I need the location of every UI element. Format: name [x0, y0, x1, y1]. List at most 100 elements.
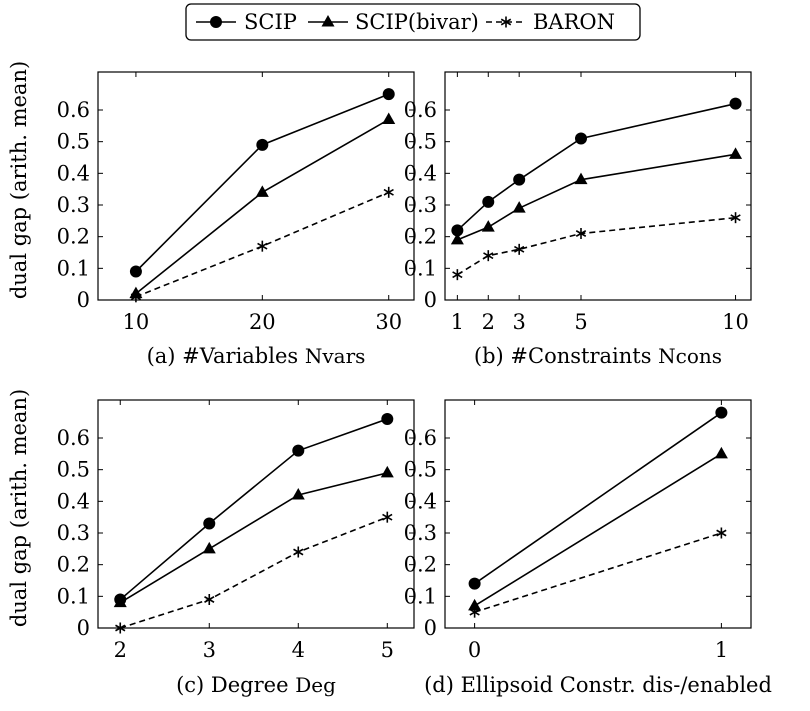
legend: SCIP SCIP(bivar) BARON	[185, 3, 641, 41]
data-point	[714, 446, 728, 459]
data-point	[383, 186, 394, 198]
data-point	[130, 291, 142, 303]
data-point	[715, 406, 728, 419]
legend-box	[185, 3, 641, 41]
series-line	[119, 472, 388, 604]
data-point	[450, 232, 464, 245]
x-tick-label: 0	[468, 638, 481, 662]
y-tick-label: 0.2	[404, 225, 437, 249]
data-point	[512, 201, 526, 213]
y-tick-label: 0.4	[57, 161, 90, 185]
data-point	[451, 224, 464, 237]
y-tick-label: 0.3	[404, 193, 437, 217]
y-tick-label: 0.5	[404, 458, 437, 482]
x-tick-label: 4	[292, 638, 305, 662]
data-point	[202, 541, 216, 554]
data-point	[291, 488, 305, 500]
y-tick-label: 0.6	[57, 426, 90, 450]
data-point	[483, 250, 494, 262]
data-point	[469, 606, 480, 618]
data-point	[729, 97, 742, 110]
chart-panel-1: 0 0.1 0.2 0.3 0.4 0.5 0.6 10 20 30 dual gap (arith…	[7, 61, 415, 368]
legend-marker-2	[500, 16, 512, 28]
series-line	[120, 516, 388, 629]
series-scip-bivar-	[450, 147, 743, 245]
series-line	[457, 153, 736, 241]
series-line	[474, 453, 722, 607]
y-tick-label: 0	[424, 288, 437, 312]
series-line	[456, 216, 736, 276]
x-tick-label: 10	[123, 310, 150, 334]
y-tick-label: 0.3	[57, 193, 90, 217]
data-point	[382, 511, 393, 523]
y-tick-label: 0.6	[404, 426, 437, 450]
data-point	[256, 138, 269, 151]
legend-marker-1	[321, 15, 335, 27]
data-point	[730, 212, 741, 224]
data-point	[468, 598, 482, 611]
data-point	[257, 240, 268, 252]
x-tick-label: 3	[203, 638, 216, 662]
plot-frame	[444, 399, 752, 629]
caption-text: (d) Ellipsoid Constr. dis-/enabled	[424, 673, 772, 697]
plot-frame	[97, 71, 415, 301]
series-baron	[469, 527, 727, 618]
y-tick-label: 0.4	[404, 161, 437, 185]
x-tick-label: 1	[715, 638, 728, 662]
series-baron	[115, 511, 393, 634]
x-tick-label: 5	[574, 310, 587, 334]
series-scip	[114, 413, 394, 606]
data-point	[574, 172, 588, 185]
data-point	[575, 132, 587, 145]
x-tick-label: 3	[512, 310, 525, 334]
legend-label-0: SCIP	[244, 10, 297, 34]
data-point	[575, 228, 587, 239]
y-tick-label: 0.3	[57, 521, 90, 545]
caption-text: (a) #Variables	[147, 344, 305, 368]
series-baron	[130, 186, 394, 303]
y-tick-label: 0.5	[57, 130, 90, 154]
data-point	[481, 220, 495, 232]
y-tick-label: 0.6	[57, 98, 90, 122]
legend-label-2: BARON	[533, 10, 615, 34]
x-tick-label: 1	[451, 310, 464, 334]
y-tick-label: 0.5	[404, 130, 437, 154]
y-tick-label: 0.2	[404, 553, 437, 577]
plot-frame	[444, 71, 752, 301]
series-line	[456, 102, 736, 231]
y-tick-label: 0.4	[57, 489, 90, 513]
series-scip-bivar-	[113, 465, 394, 608]
y-tick-label: 0.1	[57, 256, 90, 280]
series-scip	[129, 88, 395, 278]
y-axis-label: dual gap (arith. mean)	[7, 61, 31, 299]
y-tick-label: 0.1	[404, 256, 437, 280]
legend-label-1: SCIP(bivar)	[355, 10, 479, 34]
caption-code: Nvars	[305, 344, 366, 368]
data-point	[113, 595, 127, 608]
y-tick-label: 0	[77, 616, 90, 640]
data-point	[513, 173, 526, 186]
series-scip	[468, 406, 728, 590]
caption-code: Deg	[295, 673, 336, 697]
data-point	[452, 269, 463, 281]
data-point	[482, 195, 495, 208]
y-tick-label: 0.1	[57, 584, 90, 608]
data-point	[203, 517, 216, 530]
data-point	[382, 88, 395, 101]
caption-text: (c) Degree	[176, 673, 295, 697]
legend-marker-0	[210, 16, 222, 28]
y-tick-label: 0.3	[404, 521, 437, 545]
panel-caption: (c) Degree Deg	[176, 673, 336, 697]
y-tick-label: 0	[77, 288, 90, 312]
chart-panel-4: 0 0.1 0.2 0.3 0.4 0.5 0.6 0 1 (d) Ellipsoid Const…	[404, 399, 772, 697]
y-tick-label: 0.2	[57, 553, 90, 577]
series-scip	[451, 97, 742, 237]
data-point	[380, 465, 394, 478]
data-point	[115, 622, 126, 634]
chart-panel-2: 00.10.20.30.40.50.61 2 3 5 10(b) #Constraint…	[404, 71, 752, 368]
y-tick-label: 0.6	[404, 98, 437, 122]
series-line	[474, 412, 722, 585]
plot-frame	[97, 399, 415, 629]
